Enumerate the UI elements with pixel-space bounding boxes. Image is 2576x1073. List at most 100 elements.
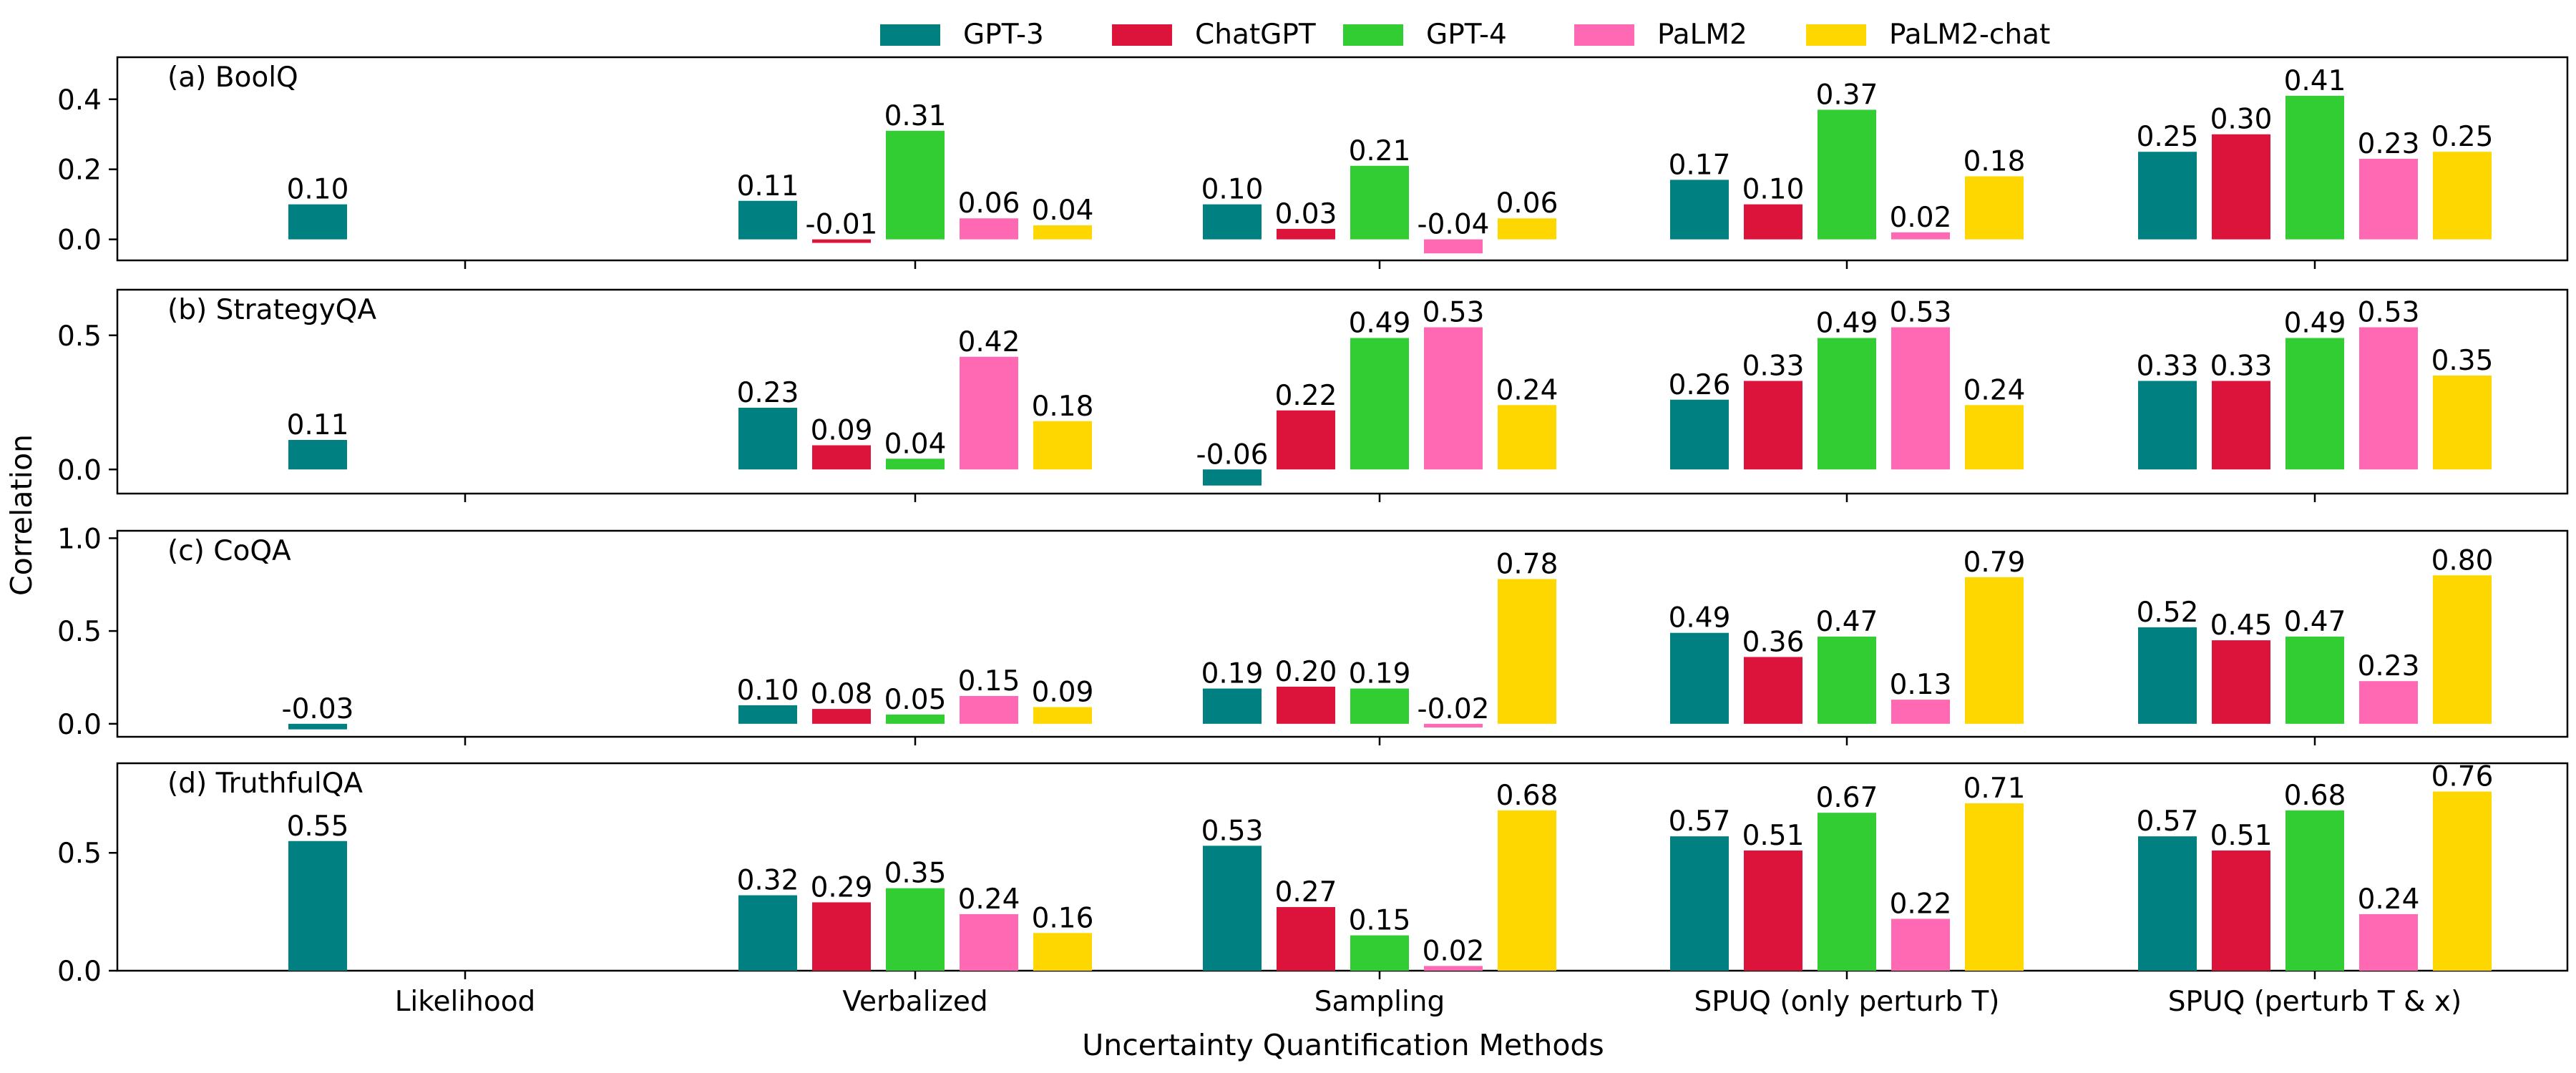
bar-value-label: 0.10 — [1201, 174, 1264, 206]
bar-gpt-3-likelihood — [288, 204, 347, 240]
bar-palm2-chat-spuq-only-perturb-t — [1965, 803, 2024, 971]
bar-value-label: 0.68 — [2284, 780, 2346, 812]
bar-gpt-4-spuq-only-perturb-t — [1818, 636, 1876, 724]
bar-palm2-spuq-only-perturb-t — [1891, 327, 1950, 470]
bar-palm2-verbalized — [960, 695, 1018, 724]
bar-palm2-chat-spuq-only-perturb-t — [1965, 176, 2024, 240]
bar-value-label: 0.79 — [1963, 547, 2026, 579]
bar-chatgpt-sampling — [1277, 686, 1335, 724]
bar-value-label: 0.36 — [1742, 626, 1805, 658]
bar-value-label: 0.09 — [811, 415, 873, 447]
bar-palm2-spuq-only-perturb-t — [1891, 232, 1950, 240]
bar-gpt-3-spuq-perturb-t-x — [2138, 152, 2197, 240]
bar-value-label: 0.23 — [2358, 128, 2420, 160]
bar-value-label: -0.03 — [282, 693, 354, 725]
bar-value-label: 0.49 — [1669, 602, 1731, 635]
bar-palm2-sampling — [1424, 723, 1483, 728]
bar-palm2-chat-verbalized — [1033, 707, 1092, 724]
bar-value-label: 0.19 — [1349, 658, 1411, 690]
x-tick-label-spuq-only-perturb-t: SPUQ (only perturb T) — [1694, 986, 1999, 1018]
bar-gpt-3-spuq-only-perturb-t — [1670, 632, 1729, 724]
bar-chatgpt-sampling — [1277, 410, 1335, 470]
bar-value-label: 0.51 — [2210, 820, 2273, 852]
bar-value-label: 0.26 — [1669, 369, 1731, 401]
panel-frame — [116, 762, 2569, 972]
bar-gpt-4-spuq-perturb-t-x — [2285, 810, 2344, 971]
bar-palm2-sampling — [1424, 239, 1483, 254]
bar-value-label: 0.67 — [1816, 782, 1878, 814]
bar-palm2-spuq-only-perturb-t — [1891, 700, 1950, 724]
bar-palm2-verbalized — [960, 356, 1018, 470]
bar-value-label: 0.11 — [737, 170, 799, 202]
bar-palm2-chat-verbalized — [1033, 933, 1092, 971]
bar-gpt-4-spuq-only-perturb-t — [1818, 813, 1876, 971]
y-tick-label: 0.5 — [57, 838, 102, 870]
y-tick-label: 0.4 — [57, 84, 102, 117]
bar-gpt-3-spuq-perturb-t-x — [2138, 836, 2197, 971]
bar-palm2-chat-verbalized — [1033, 421, 1092, 470]
bar-value-label: 0.68 — [1496, 780, 1558, 812]
bar-value-label: 0.49 — [1816, 308, 1878, 340]
bar-value-label: 0.24 — [1963, 374, 2026, 406]
bar-gpt-4-verbalized — [886, 714, 945, 724]
legend-label-palm2-chat: PaLM2-chat — [1889, 19, 2050, 51]
bar-palm2-chat-verbalized — [1033, 225, 1092, 240]
bar-chatgpt-verbalized — [812, 902, 871, 971]
panel-title: (b) StrategyQA — [167, 294, 376, 326]
bar-gpt-3-verbalized — [738, 200, 797, 240]
y-tick-label: 0.0 — [57, 454, 102, 486]
bar-value-label: 0.37 — [1816, 79, 1878, 111]
y-tick-label: 0.0 — [57, 956, 102, 988]
bar-value-label: 0.52 — [2137, 597, 2199, 629]
bar-gpt-3-verbalized — [738, 895, 797, 971]
bar-palm2-chat-sampling — [1498, 405, 1556, 470]
bar-gpt-4-spuq-perturb-t-x — [2285, 95, 2344, 240]
bar-value-label: 0.57 — [2137, 805, 2199, 838]
bar-value-label: 0.13 — [1890, 669, 1952, 701]
bar-gpt-3-likelihood — [288, 723, 347, 730]
panel-b-strategyqa: 0.0 0.5 (b) StrategyQA 0.11 0.23 -0.06 0.26 0.3… — [57, 288, 2569, 502]
bar-chatgpt-spuq-perturb-t-x — [2212, 640, 2270, 724]
bar-value-label: 0.33 — [1742, 351, 1805, 383]
bar-chatgpt-sampling — [1277, 907, 1335, 971]
panel-frame — [116, 529, 2569, 738]
bar-gpt-4-spuq-only-perturb-t — [1818, 109, 1876, 240]
bar-value-label: 0.35 — [884, 858, 947, 890]
bar-gpt-4-sampling — [1350, 935, 1409, 971]
panel-frame — [116, 288, 2569, 495]
bar-value-label: -0.04 — [1418, 209, 1490, 241]
bar-value-label: 0.15 — [958, 665, 1020, 697]
bar-value-label: 0.05 — [884, 684, 947, 716]
panel-d-truthfulqa: 0.0 0.5 (d) TruthfulQA 0.55 0.32 0.53 0.57 0.57… — [57, 761, 2569, 1018]
bar-palm2-sampling — [1424, 966, 1483, 971]
bar-value-label: 0.24 — [1496, 374, 1558, 406]
bar-gpt-3-verbalized — [738, 705, 797, 724]
bar-gpt-3-sampling — [1203, 688, 1262, 724]
bar-value-label: 0.53 — [1201, 815, 1264, 847]
bar-value-label: 0.33 — [2210, 351, 2273, 383]
bar-palm2-chat-sampling — [1498, 810, 1556, 971]
bar-palm2-spuq-perturb-t-x — [2359, 913, 2418, 971]
panel-a-boolq: 0.0 0.2 0.4 (a) BoolQ 0.10 0.11 0.10 0.17 0.25 -0… — [57, 56, 2569, 269]
bar-palm2-chat-spuq-perturb-t-x — [2433, 376, 2492, 470]
bar-chatgpt-spuq-only-perturb-t — [1744, 657, 1802, 724]
bar-palm2-verbalized — [960, 218, 1018, 240]
bar-value-label: 0.23 — [737, 377, 799, 409]
bar-gpt-4-verbalized — [886, 459, 945, 470]
legend-label-palm2: PaLM2 — [1657, 19, 1747, 51]
bar-value-label: 0.06 — [1496, 187, 1558, 220]
bar-value-label: 0.42 — [958, 326, 1020, 358]
panel-title: (c) CoQA — [167, 535, 291, 567]
bar-value-label: 0.29 — [811, 871, 873, 903]
bar-value-label: 0.31 — [884, 100, 947, 132]
y-tick-label: 1.0 — [57, 523, 102, 555]
bar-value-label: 0.10 — [737, 675, 799, 707]
bar-value-label: 0.47 — [2284, 606, 2346, 638]
bar-value-label: 0.10 — [1742, 174, 1805, 206]
x-axis-label: Uncertainty Quantification Methods — [1082, 1028, 1604, 1062]
bar-palm2-spuq-only-perturb-t — [1891, 918, 1950, 971]
x-tick-label-sampling: Sampling — [1314, 986, 1445, 1018]
bar-gpt-3-sampling — [1203, 846, 1262, 971]
bar-value-label: 0.18 — [1963, 145, 2026, 177]
bar-value-label: -0.06 — [1196, 438, 1269, 471]
